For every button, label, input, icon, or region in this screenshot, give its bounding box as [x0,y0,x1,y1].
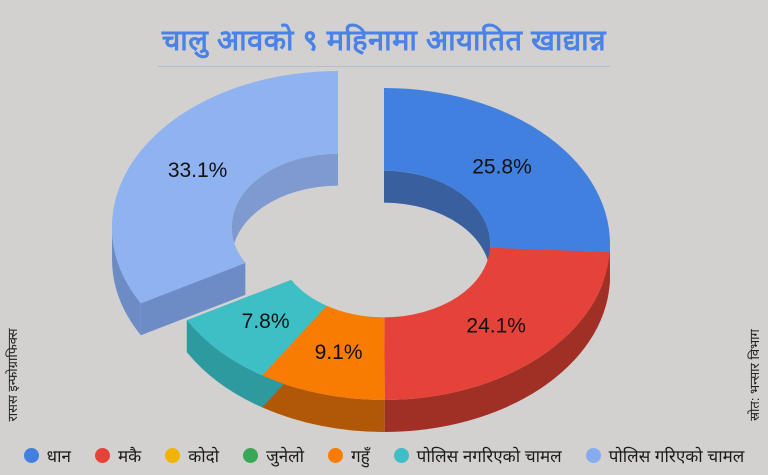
legend-item-5: पोलिस नगरिएको चामल [393,444,562,467]
legend-label: कोदो [188,447,220,466]
slice-outer-wall-6 [112,227,141,336]
slice-outer-wall-1 [384,252,610,432]
slice-inner-wall-0 [384,170,491,276]
legend-dot-icon [328,448,344,463]
legend-dot-icon [23,448,39,463]
legend-item-0: धान [23,444,71,467]
pie-slice-6 [112,71,338,304]
legend-dot-icon [94,448,110,463]
legend-item-2: कोदो [165,444,219,467]
legend-label: पोलिस नगरिएको चामल [416,447,562,466]
percent-label-0: 25.8% [472,156,532,179]
slice-end-cap-6 [140,262,246,336]
legend-label: धान [46,447,71,466]
percent-label-5: 7.8% [242,310,290,333]
legend-label: पोलिस गरिएको चामल [608,447,745,466]
legend-item-1: मकै [94,444,142,467]
chart-legend: धान मकै कोदो जुनेलो गहुँ पोलिस नगरिएको चामल पो… [0,444,768,467]
pie-slice-1 [384,247,610,400]
legend-dot-icon [393,448,409,463]
legend-label: जुनेलो [266,447,305,466]
legend-item-3: जुनेलो [243,444,304,467]
percent-label-1: 24.1% [466,314,526,337]
pie-slice-4 [262,305,385,401]
legend-dot-icon [243,448,259,463]
legend-dot-icon [165,448,181,463]
pie-slice-5 [186,279,327,376]
slice-inner-wall-6 [231,153,338,259]
pie-slice-0 [384,88,611,253]
legend-dot-icon [585,448,601,463]
legend-item-4: गहुँ [328,444,370,467]
legend-item-6: पोलिस गरिएको चामल [585,444,745,467]
percent-label-6: 33.1% [168,159,228,182]
legend-label: मकै [117,447,142,466]
slice-outer-wall-4 [262,375,385,433]
percent-label-4: 9.1% [315,341,363,364]
legend-label: गहुँ [351,447,370,466]
chart-title: चालु आवको ९ महिनामा आयातित खाद्यान्न [157,20,611,67]
